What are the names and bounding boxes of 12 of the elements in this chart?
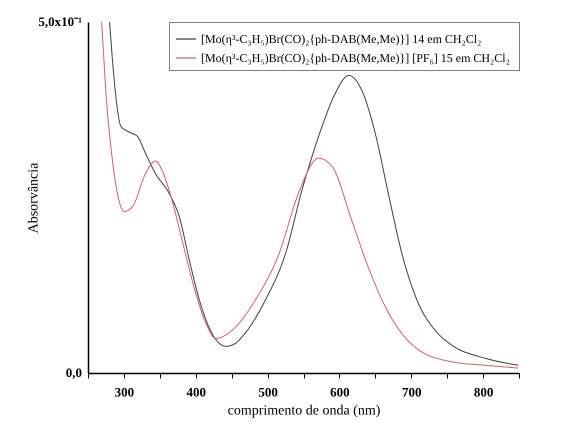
legend-label: [Mo(η³-C₃H₅)Br(CO)₂{ph-DAB(Me,Me)}] 14 em CH₂Cl₂ bbox=[201, 32, 482, 46]
x-tick-label: 700 bbox=[402, 384, 422, 400]
legend-label: [Mo(η³-C₃H₅)Br(CO)₂{ph-DAB(Me,Me)}] [PF₆] 15 em CH₂Cl₂ bbox=[201, 51, 510, 65]
x-tick-label: 800 bbox=[474, 384, 494, 400]
text: 5,0x10⁻¹ bbox=[38, 14, 82, 29]
y-axis-title: Absorvância bbox=[26, 162, 42, 234]
x-axis-title: comprimento de onda (nm) bbox=[228, 404, 381, 418]
x-tick-label: 400 bbox=[186, 384, 206, 400]
text: 0,0 bbox=[66, 365, 82, 380]
x-tick-label: 300 bbox=[114, 384, 134, 400]
x-tick-label: 500 bbox=[258, 384, 278, 400]
x-tick-label: 600 bbox=[330, 384, 350, 400]
